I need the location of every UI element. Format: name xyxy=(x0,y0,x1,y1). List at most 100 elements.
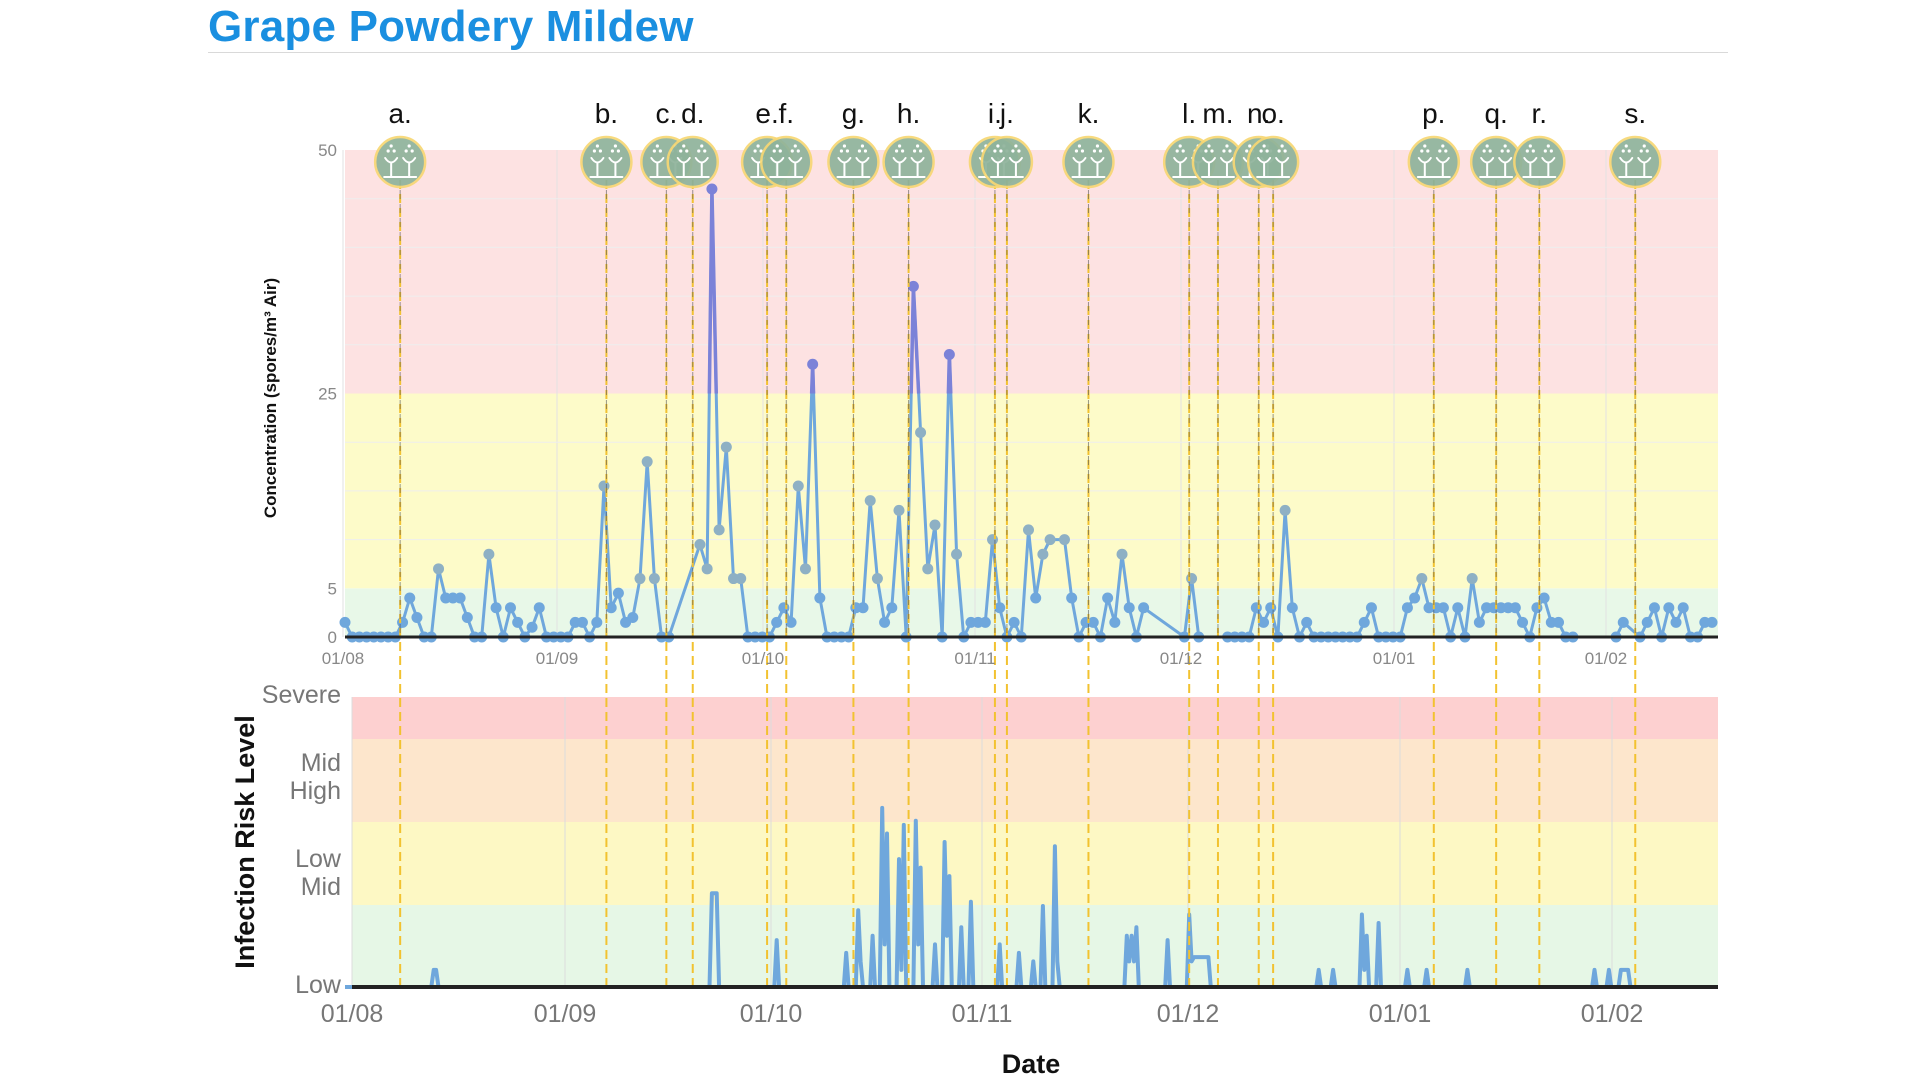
grape-vine-glyph xyxy=(1618,144,1653,178)
event-label: c. xyxy=(655,98,677,129)
grape-dot xyxy=(1621,149,1625,153)
concentration-point xyxy=(778,602,790,614)
grape-dot xyxy=(1277,149,1281,153)
title-divider xyxy=(208,52,1728,53)
concentration-point xyxy=(701,563,713,575)
concentration-point xyxy=(1677,602,1689,614)
grape-dot xyxy=(912,149,917,153)
grape-dot xyxy=(1095,144,1100,148)
vine-right xyxy=(1090,157,1105,177)
concentration-point xyxy=(397,616,409,628)
risk-level-label: Severe xyxy=(262,681,341,709)
grape-dot xyxy=(1531,149,1535,153)
grape-vine-glyph xyxy=(989,144,1024,178)
concentration-point xyxy=(785,616,797,628)
concentration-point xyxy=(1123,602,1135,614)
grape-vine-glyph xyxy=(589,144,624,178)
concentration-point xyxy=(1517,616,1529,628)
event-label: i. xyxy=(988,98,1002,129)
event-marker-a: a. xyxy=(373,98,427,987)
vine-left xyxy=(1417,157,1432,177)
risk-level-label: Mid xyxy=(301,749,341,777)
risk-level-label: Low xyxy=(295,971,342,999)
grape-vine-icon xyxy=(1062,135,1115,189)
vine-right xyxy=(855,157,870,177)
event-label: l. xyxy=(1182,98,1196,129)
grape-vine-glyph xyxy=(1256,144,1291,178)
concentration-point xyxy=(1509,602,1521,614)
concentration-point xyxy=(598,480,610,492)
concentration-point xyxy=(634,573,646,585)
risk-y-label: Infection Risk Level xyxy=(230,715,260,969)
grape-vine-icon xyxy=(373,135,427,189)
grape-dot xyxy=(389,144,393,148)
concentration-point xyxy=(627,612,639,624)
conc-x-tick: 01/02 xyxy=(1585,649,1628,668)
concentration-point xyxy=(799,563,811,575)
conc-x-tick: 01/01 xyxy=(1373,649,1416,668)
concentration-point xyxy=(907,280,919,292)
grape-dot xyxy=(900,149,905,153)
concentration-point xyxy=(1023,524,1034,536)
grape-dot xyxy=(1503,144,1507,148)
concentration-point xyxy=(713,524,725,536)
event-label: o. xyxy=(1261,98,1284,129)
concentration-point xyxy=(1258,616,1270,628)
concentration-point xyxy=(1301,616,1313,628)
grape-vine-icon xyxy=(882,135,935,189)
grape-dot xyxy=(894,149,899,153)
grape-dot xyxy=(1283,149,1287,153)
grape-dot xyxy=(1210,149,1214,153)
vine-right xyxy=(1637,157,1652,177)
grape-dot xyxy=(1259,149,1263,153)
grape-dot xyxy=(1092,149,1097,153)
grape-dot xyxy=(595,144,600,148)
concentration-point xyxy=(807,358,819,370)
concentration-point xyxy=(533,602,545,614)
vine-left xyxy=(1173,157,1188,177)
concentration-point xyxy=(411,612,423,624)
grape-dot xyxy=(1181,149,1185,153)
grape-dot xyxy=(839,149,844,153)
grape-dot xyxy=(1248,144,1252,148)
grape-dot xyxy=(860,144,865,148)
conc-y-tick: 5 xyxy=(328,579,337,598)
concentration-point xyxy=(404,592,416,604)
concentration-point xyxy=(951,548,963,560)
concentration-point xyxy=(1138,602,1150,614)
vine-right xyxy=(1275,157,1290,177)
grape-vine-glyph xyxy=(891,144,926,178)
grape-dot xyxy=(1482,149,1486,153)
grape-dot xyxy=(1014,144,1018,148)
vine-left xyxy=(1257,157,1272,177)
vine-right xyxy=(1219,157,1234,177)
event-label: r. xyxy=(1532,98,1548,129)
risk-level-label: Low xyxy=(295,845,342,873)
event-label: f. xyxy=(778,98,794,129)
event-label: q. xyxy=(1484,98,1507,129)
grape-dot xyxy=(1080,149,1085,153)
grape-dot xyxy=(1265,149,1269,153)
grape-dot xyxy=(1204,149,1208,153)
concentration-point xyxy=(605,602,617,614)
concentration-point xyxy=(1670,616,1682,628)
event-label: n. xyxy=(1247,98,1270,129)
vine-right xyxy=(1498,157,1513,177)
concentration-point xyxy=(339,616,351,628)
vine-left xyxy=(892,157,907,177)
risk-gridlines xyxy=(351,697,1613,987)
grape-dot xyxy=(1280,144,1284,148)
event-label: h. xyxy=(897,98,920,129)
grape-dot xyxy=(1077,144,1082,148)
grape-dot xyxy=(697,149,701,153)
vine-right xyxy=(402,157,417,177)
event-label: j. xyxy=(999,98,1014,129)
concentration-point xyxy=(886,602,898,614)
grape-dot xyxy=(796,149,800,153)
axis-labels: 0 5 25 50 01/08 01/09 01/10 01/11 01/12 01/01 01/0… xyxy=(230,141,1643,1079)
concentration-point xyxy=(1030,592,1042,604)
event-marker-p: p. xyxy=(1407,98,1461,987)
grape-dot xyxy=(658,149,662,153)
concentration-point xyxy=(1186,573,1198,585)
concentration-point xyxy=(929,519,941,531)
